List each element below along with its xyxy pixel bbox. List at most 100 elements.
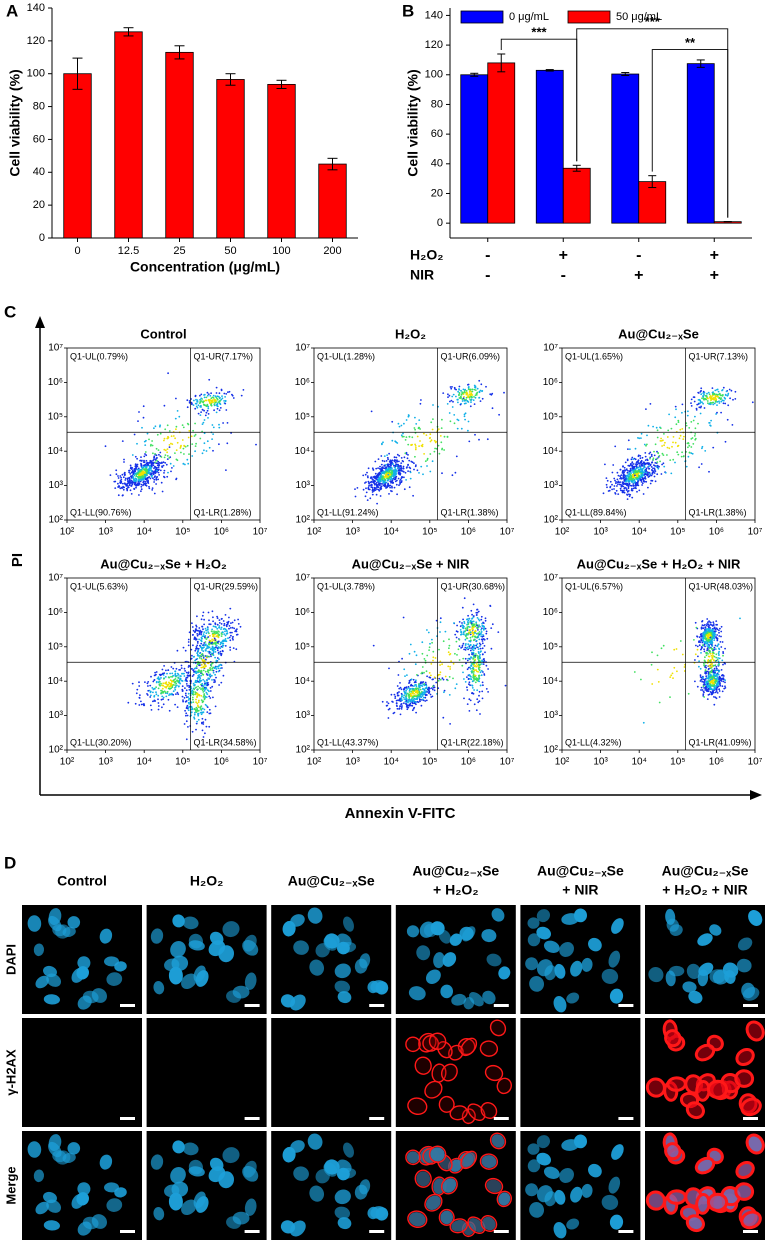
- event-dot: [720, 625, 723, 628]
- event-dot: [205, 638, 208, 640]
- event-dot: [143, 464, 145, 467]
- event-dot: [378, 480, 381, 483]
- event-dot: [407, 700, 410, 702]
- event-dot: [155, 479, 158, 481]
- event-dot: [431, 638, 433, 641]
- event-dot: [150, 443, 152, 446]
- event-dot: [471, 617, 474, 620]
- event-dot: [380, 476, 383, 478]
- event-dot: [454, 633, 457, 636]
- x-tick-label: 10⁶: [214, 527, 229, 538]
- event-dot: [483, 638, 486, 641]
- event-dot: [471, 684, 474, 687]
- event-dot: [203, 694, 206, 697]
- event-dot: [400, 703, 403, 705]
- event-dot: [394, 476, 397, 478]
- error-bar: [123, 27, 134, 37]
- y-tick-label: 10³: [49, 710, 64, 721]
- bar: [611, 73, 640, 224]
- event-dot: [437, 444, 440, 447]
- event-dot: [688, 451, 691, 454]
- event-dot: [231, 631, 233, 634]
- x-tick-label: 10⁴: [631, 527, 646, 538]
- event-dot: [232, 635, 234, 638]
- event-dot: [627, 484, 630, 486]
- event-dot: [697, 403, 700, 405]
- event-dot: [195, 693, 198, 695]
- y-tick-label: 10⁵: [295, 411, 310, 422]
- event-dot: [720, 400, 723, 403]
- y-tick-label: 10²: [49, 745, 64, 756]
- event-dot: [442, 392, 445, 394]
- event-dot: [202, 687, 205, 690]
- x-tick-label: 10⁵: [670, 527, 685, 538]
- quadrant-label: Q1-LR(22.18%): [441, 737, 504, 747]
- quadrant-label: Q1-UR(6.09%): [441, 351, 501, 361]
- event-dot: [187, 696, 190, 698]
- event-dot: [135, 486, 137, 489]
- event-dot: [403, 694, 405, 697]
- event-dot: [200, 642, 203, 645]
- event-dot: [420, 684, 423, 687]
- event-dot: [469, 658, 471, 661]
- event-dot: [724, 402, 727, 405]
- event-dot: [461, 400, 464, 402]
- event-dot: [449, 386, 452, 388]
- event-dot: [142, 484, 144, 487]
- event-dot: [704, 626, 707, 628]
- event-dot: [202, 644, 205, 646]
- event-dot: [204, 703, 207, 706]
- event-dot: [162, 461, 165, 464]
- event-dot: [685, 465, 688, 468]
- event-dot: [124, 473, 126, 476]
- event-dot: [630, 480, 632, 482]
- event-dot: [224, 614, 227, 616]
- event-dot: [479, 713, 481, 715]
- event-dot: [117, 486, 120, 488]
- event-dot: [449, 665, 451, 668]
- event-dot: [122, 476, 125, 479]
- event-dot: [203, 631, 206, 633]
- event-dot: [367, 480, 370, 483]
- event-dot: [124, 479, 127, 481]
- event-dot: [237, 618, 240, 621]
- event-dot: [467, 420, 470, 423]
- event-dot: [458, 645, 461, 647]
- event-dot: [468, 681, 471, 684]
- event-dot: [718, 402, 721, 404]
- event-dot: [708, 620, 710, 622]
- event-dot: [702, 390, 705, 393]
- event-dot: [392, 470, 395, 473]
- event-dot: [464, 644, 467, 646]
- event-dot: [137, 478, 140, 481]
- event-dot: [200, 639, 202, 642]
- event-dot: [374, 472, 377, 475]
- event-dot: [395, 699, 398, 702]
- event-dot: [456, 654, 458, 656]
- event-dot: [413, 650, 416, 653]
- error-bar: [497, 53, 506, 73]
- event-dot: [491, 623, 494, 626]
- event-dot: [223, 392, 226, 395]
- event-dot: [203, 693, 206, 695]
- event-dot: [408, 691, 411, 693]
- event-dot: [131, 483, 134, 486]
- event-dot: [205, 399, 208, 402]
- event-dot: [635, 481, 638, 484]
- event-dot: [176, 649, 179, 652]
- event-dot: [377, 488, 380, 491]
- event-dot: [153, 461, 155, 464]
- event-dot: [639, 478, 642, 481]
- event-dot: [626, 491, 629, 493]
- event-dot: [218, 684, 221, 686]
- event-dot: [720, 646, 723, 648]
- event-dot: [661, 463, 663, 466]
- event-dot: [219, 403, 222, 406]
- event-dot: [641, 464, 644, 467]
- event-dot: [478, 642, 481, 645]
- quadrant-label: Q1-LR(1.38%): [689, 507, 747, 517]
- event-dot: [621, 491, 624, 494]
- event-dot: [193, 435, 196, 437]
- event-dot: [423, 689, 426, 692]
- event-dot: [195, 681, 198, 684]
